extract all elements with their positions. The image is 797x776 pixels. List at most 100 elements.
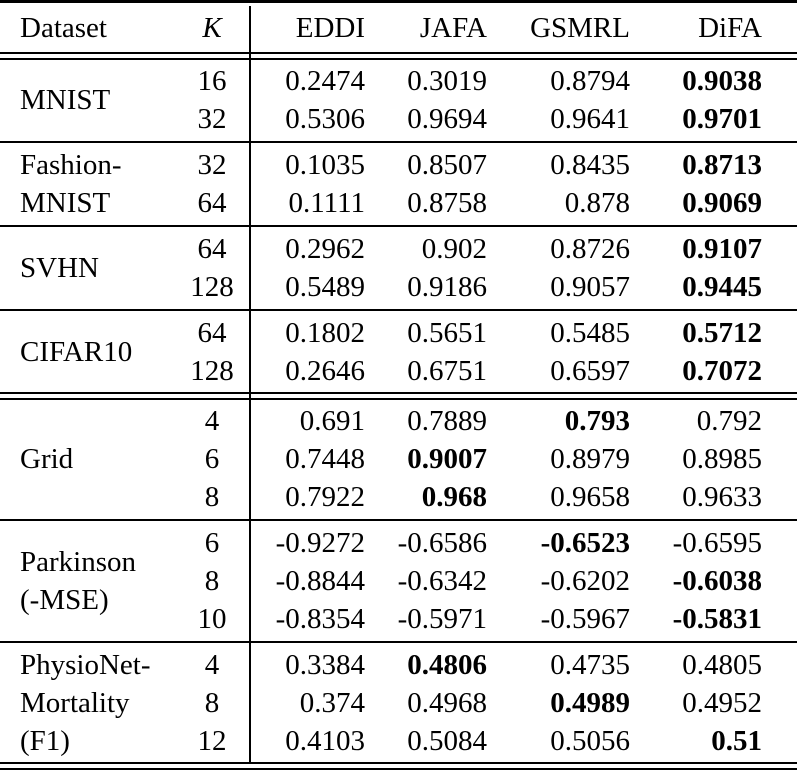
value-cell-gsmrl: 0.8726 <box>550 232 630 265</box>
table-row: PhysioNet- Mortality (F1) 4 0.3384 0.4806 0.47… <box>0 646 797 758</box>
value-cell-jafa: 0.9007 <box>407 442 487 475</box>
column-header-difa: DiFA <box>698 11 762 44</box>
value-cell-eddi: 0.7448 <box>285 442 365 475</box>
table-row: 128 0.5489 0.9186 0.9057 0.9445 <box>0 268 797 306</box>
table-row: 12 0.4103 0.5084 0.5056 0.51 <box>0 722 797 760</box>
dataset-cell: Fashion- MNIST <box>20 149 122 219</box>
value-cell-eddi: 0.2646 <box>285 354 365 387</box>
k-cell: 12 <box>197 724 227 757</box>
value-cell-eddi: 0.1035 <box>285 148 365 181</box>
k-cell: 4 <box>204 648 220 681</box>
single-rule <box>0 641 797 643</box>
section-divider <box>0 516 797 524</box>
value-cell-jafa: -0.6342 <box>397 564 487 597</box>
value-cell-eddi: -0.8844 <box>275 564 365 597</box>
value-cell-eddi: 0.4103 <box>285 724 365 757</box>
table-row: 32 0.5306 0.9694 0.9641 0.9701 <box>0 100 797 138</box>
k-cell: 8 <box>204 564 220 597</box>
table-row: Grid 4 0.691 0.7889 0.793 0.792 <box>0 402 797 476</box>
table-header-row: Dataset K EDDI JAFA GSMRL DiFA <box>0 6 797 50</box>
value-cell-difa: 0.8713 <box>682 148 762 181</box>
value-cell-jafa: 0.7889 <box>407 404 487 437</box>
column-header-gsmrl: GSMRL <box>530 11 630 44</box>
value-cell-difa: 0.9633 <box>682 480 762 513</box>
value-cell-jafa: 0.3019 <box>407 64 487 97</box>
value-cell-gsmrl: -0.6523 <box>540 526 630 559</box>
top-rule <box>0 0 797 3</box>
table-row: Fashion- MNIST 32 0.1035 0.8507 0.8435 0.8713 <box>0 146 797 220</box>
k-cell: 16 <box>197 64 227 97</box>
value-cell-gsmrl: 0.9057 <box>550 270 630 303</box>
table-row: Parkinson (-MSE) 6 -0.9272 -0.6586 -0.6523 -0.… <box>0 524 797 617</box>
value-cell-jafa: 0.4968 <box>407 686 487 719</box>
column-header-k: K <box>202 11 222 44</box>
value-cell-gsmrl: 0.5485 <box>550 316 630 349</box>
value-cell-gsmrl: 0.4989 <box>550 686 630 719</box>
section-divider <box>0 222 797 230</box>
section-divider <box>0 138 797 146</box>
value-cell-difa: -0.6595 <box>672 526 762 559</box>
value-cell-difa: -0.5831 <box>672 602 762 635</box>
k-cell: 32 <box>197 102 227 135</box>
k-cell: 8 <box>204 686 220 719</box>
value-cell-gsmrl: 0.8435 <box>550 148 630 181</box>
value-cell-eddi: 0.374 <box>299 686 365 719</box>
value-cell-difa: -0.6038 <box>672 564 762 597</box>
dataset-cell: PhysioNet- Mortality (F1) <box>20 649 151 757</box>
value-cell-jafa: 0.8507 <box>407 148 487 181</box>
value-cell-eddi: 0.5306 <box>285 102 365 135</box>
table-row: 6 0.7448 0.9007 0.8979 0.8985 <box>0 440 797 478</box>
value-cell-difa: 0.9069 <box>682 186 762 219</box>
table-top-rule <box>0 0 797 6</box>
k-cell: 64 <box>197 232 227 265</box>
header-divider <box>0 50 797 62</box>
k-cell: 128 <box>190 270 234 303</box>
value-cell-gsmrl: 0.793 <box>564 404 630 437</box>
value-cell-eddi: 0.2474 <box>285 64 365 97</box>
table-row: 128 0.2646 0.6751 0.6597 0.7072 <box>0 352 797 390</box>
value-cell-difa: 0.8985 <box>682 442 762 475</box>
table-row: 64 0.1111 0.8758 0.878 0.9069 <box>0 184 797 222</box>
k-cell: 32 <box>197 148 227 181</box>
value-cell-jafa: 0.4806 <box>407 648 487 681</box>
table-row: 8 0.7922 0.968 0.9658 0.9633 <box>0 478 797 516</box>
value-cell-jafa: -0.6586 <box>397 526 487 559</box>
value-cell-eddi: 0.5489 <box>285 270 365 303</box>
double-rule <box>0 392 797 400</box>
value-cell-difa: 0.4952 <box>682 686 762 719</box>
dataset-cell: MNIST <box>20 84 111 116</box>
value-cell-eddi: -0.9272 <box>275 526 365 559</box>
table-row: CIFAR10 64 0.1802 0.5651 0.5485 0.5712 <box>0 314 797 369</box>
column-divider-line <box>249 6 251 762</box>
value-cell-jafa: 0.968 <box>421 480 487 513</box>
section-divider <box>0 760 797 772</box>
dataset-cell: Grid <box>20 443 74 475</box>
value-cell-eddi: 0.691 <box>299 404 365 437</box>
k-cell: 128 <box>190 354 234 387</box>
k-cell: 6 <box>204 442 220 475</box>
value-cell-jafa: 0.5651 <box>407 316 487 349</box>
value-cell-difa: 0.9038 <box>682 64 762 97</box>
single-rule <box>0 141 797 143</box>
column-header-jafa: JAFA <box>419 11 487 44</box>
single-rule <box>0 225 797 227</box>
value-cell-difa: 0.5712 <box>682 316 762 349</box>
value-cell-eddi: 0.3384 <box>285 648 365 681</box>
value-cell-difa: 0.9701 <box>682 102 762 135</box>
value-cell-gsmrl: 0.8979 <box>550 442 630 475</box>
value-cell-gsmrl: 0.878 <box>564 186 630 219</box>
value-cell-gsmrl: 0.8794 <box>550 64 630 97</box>
single-rule <box>0 309 797 311</box>
value-cell-difa: 0.9107 <box>682 232 762 265</box>
k-cell: 6 <box>204 526 220 559</box>
value-cell-gsmrl: -0.6202 <box>540 564 630 597</box>
single-rule <box>0 519 797 521</box>
section-divider <box>0 390 797 402</box>
k-cell: 10 <box>197 602 227 635</box>
value-cell-difa: 0.4805 <box>682 648 762 681</box>
value-cell-jafa: 0.8758 <box>407 186 487 219</box>
k-cell: 64 <box>197 316 227 349</box>
value-cell-gsmrl: 0.9658 <box>550 480 630 513</box>
value-cell-difa: 0.792 <box>696 404 762 437</box>
